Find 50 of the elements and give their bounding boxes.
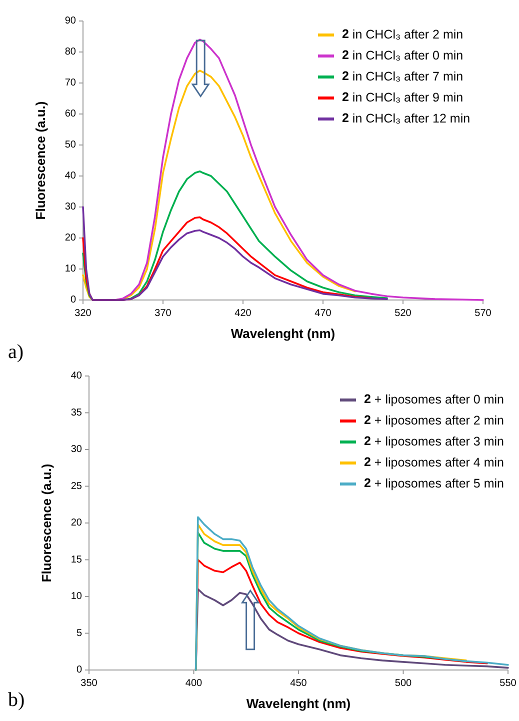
y-tick-label: 90 — [64, 16, 76, 27]
x-axis-title: Wavelenght (nm) — [246, 696, 351, 711]
x-tick-label: 550 — [500, 678, 517, 689]
x-tick-label: 500 — [394, 678, 412, 689]
x-tick-label: 350 — [80, 678, 98, 689]
y-tick-label: 25 — [70, 480, 82, 492]
x-tick-label: 420 — [234, 308, 252, 319]
legend-label: 2 + liposomes after 5 min — [364, 476, 504, 490]
x-tick-label: 320 — [74, 308, 92, 319]
y-tick-label: 0 — [70, 294, 76, 306]
x-tick-label: 520 — [394, 308, 412, 319]
y-tick-label: 50 — [64, 140, 76, 151]
x-tick-label: 450 — [290, 678, 308, 689]
legend-label: 2 in CHCl₃ after 9 min — [342, 90, 464, 104]
y-tick-label: 0 — [76, 664, 82, 676]
y-tick-label: 5 — [76, 628, 82, 639]
y-tick-label: 70 — [64, 78, 76, 89]
y-tick-label: 40 — [64, 170, 76, 182]
legend-label: 2 + liposomes after 3 min — [364, 434, 504, 448]
y-tick-label: 20 — [64, 232, 76, 244]
y-tick-label: 10 — [64, 264, 76, 275]
line-series — [82, 170, 388, 301]
x-axis-title: Wavelenght (nm) — [230, 326, 336, 341]
legend-label: 2 in CHCl₃ after 0 min — [342, 48, 464, 62]
y-axis-title: Fluorescence (a.u.) — [33, 101, 48, 220]
line-series — [82, 206, 388, 301]
y-tick-label: 15 — [70, 554, 82, 566]
x-tick-label: 570 — [474, 308, 492, 319]
text: b) — [8, 689, 25, 711]
y-tick-label: 35 — [70, 407, 82, 418]
legend-label: 2 + liposomes after 4 min — [364, 455, 504, 470]
legend-label: 2 + liposomes after 0 min — [364, 392, 504, 406]
y-tick-label: 10 — [70, 591, 82, 602]
text: a) — [8, 341, 24, 363]
legend-label: 2 in CHCl₃ after 12 min — [342, 111, 470, 126]
line-series — [194, 588, 509, 671]
legend-label: 2 + liposomes after 2 min — [364, 413, 504, 428]
y-tick-label: 60 — [64, 108, 76, 120]
y-tick-label: 80 — [64, 46, 76, 58]
y-tick-label: 40 — [70, 370, 82, 382]
x-tick-label: 400 — [185, 678, 203, 689]
x-tick-label: 470 — [314, 308, 332, 319]
y-axis-title: Fluorescence (a.u.) — [39, 464, 54, 582]
y-tick-label: 30 — [64, 202, 76, 213]
x-tick-label: 370 — [154, 308, 172, 319]
y-tick-label: 30 — [70, 444, 82, 456]
legend-label: 2 in CHCl₃ after 2 min — [342, 27, 464, 42]
y-tick-label: 20 — [70, 518, 82, 529]
legend-label: 2 in CHCl₃ after 7 min — [342, 69, 464, 84]
line-series — [194, 516, 509, 671]
